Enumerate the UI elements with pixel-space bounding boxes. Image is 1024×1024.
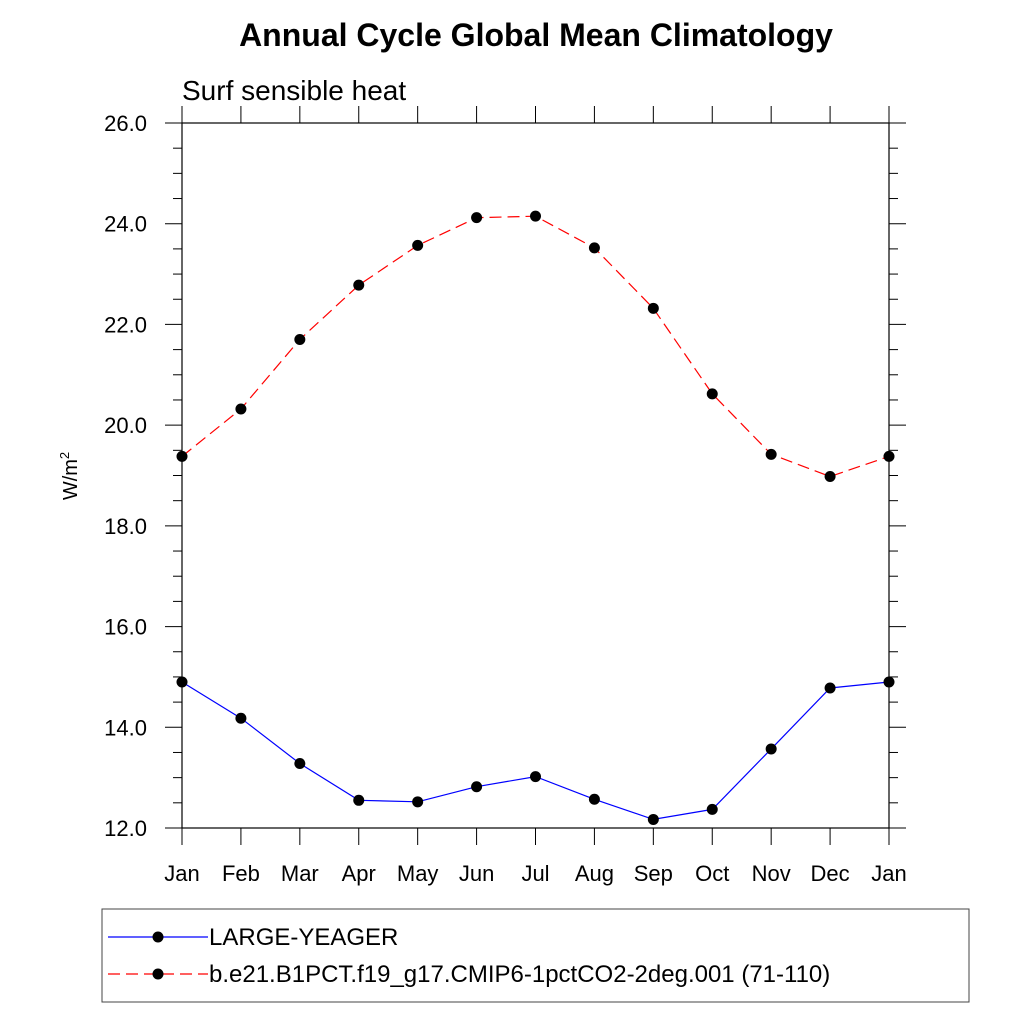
series-2-point [294, 334, 306, 346]
series-1-point [471, 781, 483, 793]
series-2-point [588, 242, 600, 254]
y-tick-label: 22.0 [104, 312, 147, 337]
series-2-point [530, 210, 541, 222]
chart-subtitle: Surf sensible heat [182, 75, 406, 106]
legend-marker-1 [152, 931, 164, 943]
x-tick-label: Jan [871, 861, 906, 886]
y-tick-label: 20.0 [104, 413, 147, 438]
x-tick-label: Jul [521, 861, 549, 886]
series-2-point [235, 403, 247, 415]
legend-marker-2 [152, 968, 164, 980]
legend-label-1: LARGE-YEAGER [209, 924, 398, 951]
x-tick-label: Aug [575, 861, 614, 886]
chart-title: Annual Cycle Global Mean Climatology [239, 17, 833, 53]
plot-frame [181, 122, 890, 829]
series-1-point [235, 712, 247, 724]
y-tick-label: 26.0 [104, 111, 147, 136]
x-tick-label: Oct [695, 861, 729, 886]
legend-label-2: b.e21.B1PCT.f19_g17.CMIP6-1pctCO2-2deg.0… [209, 961, 830, 988]
series-2-point [647, 302, 659, 314]
series-1-point [647, 813, 659, 825]
y-tick-label: 14.0 [104, 715, 147, 740]
x-tick-label: Nov [752, 861, 791, 886]
series-1-point [765, 743, 777, 755]
series-2-point [412, 239, 424, 251]
series-1-point [706, 803, 718, 815]
series-2-point [471, 212, 483, 224]
y-tick-label: 24.0 [104, 212, 147, 237]
series-1-point [883, 676, 895, 688]
x-tick-label: Mar [281, 861, 319, 886]
series-2-point [883, 450, 895, 462]
x-tick-label: Jun [459, 861, 494, 886]
y-axis-label: W/m2 [57, 452, 82, 500]
series-1-point [412, 796, 424, 808]
series-1-point [530, 771, 541, 783]
series-1-point [176, 676, 188, 688]
x-tick-label: May [397, 861, 439, 886]
series-1-point [588, 793, 600, 805]
series-line-1 [181, 681, 890, 821]
series-2-point [706, 388, 718, 400]
x-tick-label: Dec [811, 861, 850, 886]
x-tick-label: Jan [164, 861, 199, 886]
series-1-point [294, 758, 306, 770]
x-tick-label: Sep [634, 861, 673, 886]
x-tick-label: Apr [342, 861, 376, 886]
y-tick-label: 16.0 [104, 615, 147, 640]
series-line-2 [181, 215, 890, 478]
y-tick-label: 12.0 [104, 816, 147, 841]
series-2-point [176, 450, 188, 462]
series-1-point [353, 794, 365, 806]
y-tick-label: 18.0 [104, 514, 147, 539]
legend-box [101, 908, 970, 1003]
series-2-point [765, 448, 777, 460]
series-1-point [824, 682, 836, 694]
x-tick-label: Feb [222, 861, 260, 886]
series-2-point [353, 279, 365, 291]
series-2-point [824, 471, 836, 483]
